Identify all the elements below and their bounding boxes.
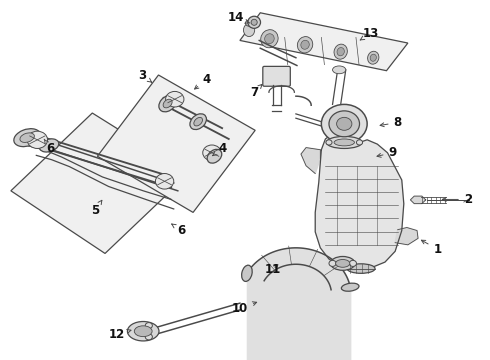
Circle shape [145,334,152,340]
Polygon shape [315,132,404,269]
Polygon shape [11,113,189,253]
Circle shape [326,140,332,145]
Polygon shape [240,13,408,71]
Ellipse shape [194,117,202,126]
Text: 8: 8 [380,116,402,129]
Ellipse shape [20,133,34,143]
Ellipse shape [207,149,222,163]
Ellipse shape [127,321,159,341]
Text: 6: 6 [44,139,55,155]
Text: 4: 4 [195,73,211,89]
Polygon shape [411,196,426,204]
Ellipse shape [14,129,41,147]
Text: 4: 4 [213,142,226,156]
Polygon shape [395,228,418,245]
Circle shape [337,117,352,130]
Text: 7: 7 [250,84,262,99]
Text: 5: 5 [91,200,102,217]
Ellipse shape [347,264,375,273]
Text: 12: 12 [109,328,131,341]
Circle shape [329,111,360,137]
Ellipse shape [244,24,255,37]
Ellipse shape [333,66,346,74]
Ellipse shape [336,260,350,267]
Text: 3: 3 [138,68,151,82]
Ellipse shape [248,16,261,28]
Circle shape [245,20,253,26]
Ellipse shape [301,40,309,49]
Ellipse shape [190,114,206,130]
Circle shape [145,323,152,329]
Ellipse shape [334,139,354,146]
Polygon shape [98,75,255,212]
Circle shape [155,174,174,189]
Ellipse shape [251,19,257,25]
Polygon shape [301,148,320,174]
Text: 10: 10 [232,302,257,315]
Circle shape [329,260,336,266]
Ellipse shape [265,34,274,44]
Ellipse shape [242,265,252,282]
Ellipse shape [163,99,172,108]
Circle shape [321,104,367,143]
Text: 1: 1 [421,240,441,256]
Ellipse shape [39,139,59,152]
Ellipse shape [370,54,376,61]
Ellipse shape [342,283,359,291]
FancyBboxPatch shape [263,66,290,86]
Text: 2: 2 [442,193,472,206]
Ellipse shape [261,30,278,48]
Ellipse shape [297,37,313,53]
Circle shape [203,145,221,161]
Ellipse shape [134,326,152,337]
Ellipse shape [159,95,176,112]
Circle shape [349,260,356,266]
Ellipse shape [368,51,379,64]
Ellipse shape [326,136,362,148]
Text: 6: 6 [172,224,186,237]
Ellipse shape [331,256,355,270]
Text: 14: 14 [228,12,250,24]
Circle shape [166,91,184,107]
Text: 11: 11 [265,263,281,276]
Circle shape [356,140,363,145]
Text: 13: 13 [360,27,379,40]
Circle shape [27,131,48,148]
Text: 9: 9 [377,146,397,159]
Ellipse shape [334,44,347,59]
Ellipse shape [337,48,344,56]
